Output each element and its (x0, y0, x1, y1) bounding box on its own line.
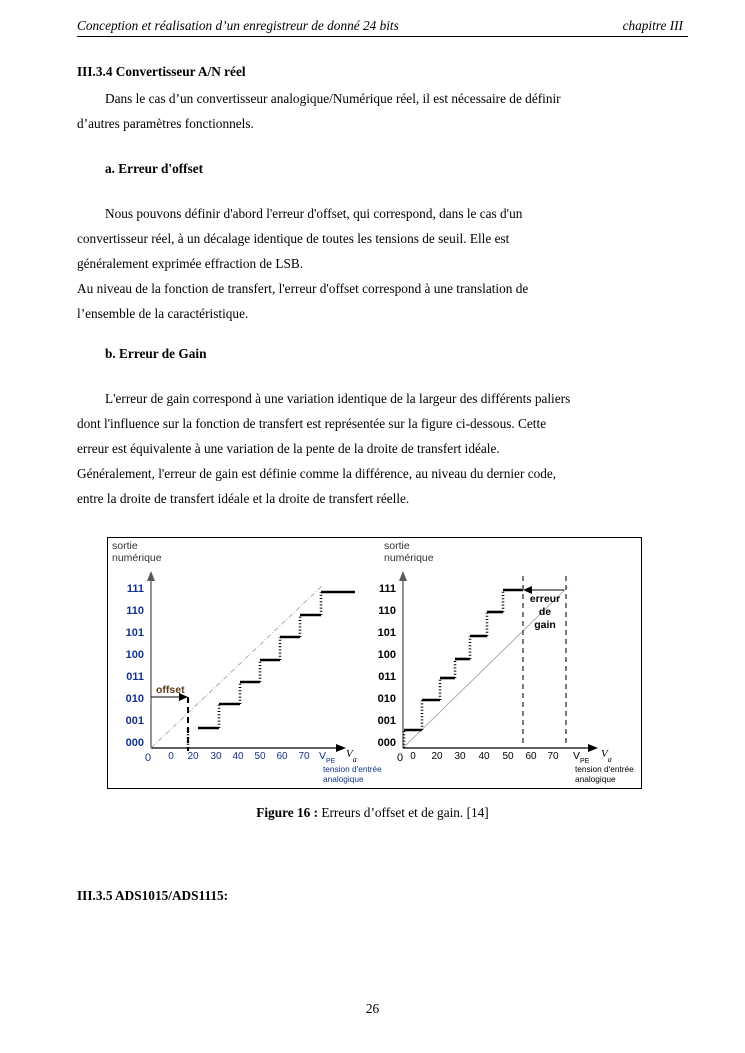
svg-text:Va: Va (346, 748, 357, 764)
svg-text:0: 0 (397, 752, 403, 764)
svg-text:60: 60 (525, 751, 537, 762)
svg-text:40: 40 (232, 751, 244, 762)
svg-text:Va: Va (601, 748, 612, 764)
svg-text:011: 011 (126, 671, 144, 683)
svg-text:110: 110 (378, 605, 396, 617)
svg-text:0: 0 (168, 751, 174, 762)
svg-text:numérique: numérique (384, 552, 434, 564)
svg-text:70: 70 (298, 751, 310, 762)
svg-text:0: 0 (145, 752, 151, 764)
svg-text:30: 30 (454, 751, 466, 762)
svg-text:010: 010 (126, 693, 144, 705)
svg-text:000: 000 (378, 737, 396, 749)
svg-text:VPE: VPE (573, 750, 590, 765)
svg-text:20: 20 (431, 751, 443, 762)
svg-text:sortie: sortie (112, 540, 138, 552)
svg-text:110: 110 (126, 605, 144, 617)
svg-text:011: 011 (378, 671, 396, 683)
svg-text:30: 30 (210, 751, 222, 762)
svg-text:numérique: numérique (112, 552, 162, 564)
svg-text:100: 100 (126, 649, 144, 661)
svg-text:60: 60 (276, 751, 288, 762)
svg-text:tension d'entrée: tension d'entrée (323, 764, 382, 774)
svg-text:101: 101 (126, 627, 144, 639)
svg-text:111: 111 (127, 583, 144, 595)
svg-text:VPE: VPE (319, 750, 336, 765)
svg-text:010: 010 (378, 693, 396, 705)
svg-text:111: 111 (379, 583, 396, 595)
svg-text:20: 20 (187, 751, 199, 762)
svg-text:gain: gain (534, 619, 556, 631)
svg-text:50: 50 (254, 751, 266, 762)
svg-text:tension d'entrée: tension d'entrée (575, 764, 634, 774)
svg-text:50: 50 (502, 751, 514, 762)
svg-text:0: 0 (410, 751, 416, 762)
svg-text:erreur: erreur (530, 593, 560, 605)
svg-text:sortie: sortie (384, 540, 410, 552)
svg-text:de: de (539, 606, 551, 618)
svg-text:100: 100 (378, 649, 396, 661)
svg-text:offset: offset (156, 684, 185, 696)
svg-text:001: 001 (378, 715, 396, 727)
svg-text:70: 70 (547, 751, 559, 762)
svg-text:000: 000 (126, 737, 144, 749)
svg-text:101: 101 (378, 627, 396, 639)
svg-text:001: 001 (126, 715, 144, 727)
svg-text:40: 40 (478, 751, 490, 762)
svg-text:analogique: analogique (323, 774, 364, 784)
svg-text:analogique: analogique (575, 774, 616, 784)
